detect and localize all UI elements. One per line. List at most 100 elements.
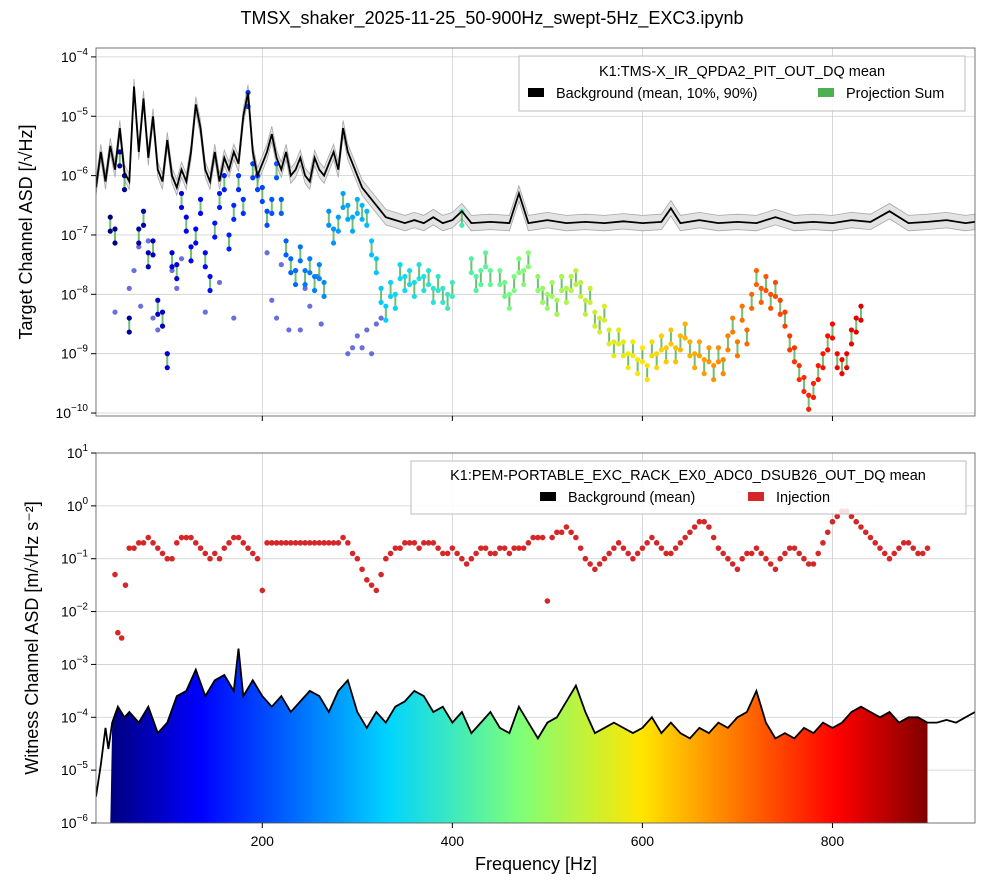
projection-point xyxy=(473,273,479,280)
projection-point xyxy=(620,339,627,345)
projection-point xyxy=(858,303,864,309)
projection-point xyxy=(235,173,242,179)
projection-point xyxy=(302,267,308,274)
injection-point xyxy=(701,518,707,525)
injection-point xyxy=(563,524,570,530)
projection-point xyxy=(711,362,717,369)
projection-point xyxy=(521,281,527,288)
projection-point xyxy=(364,222,370,228)
projection-point xyxy=(806,406,812,412)
projection-point xyxy=(269,196,275,202)
projection-point xyxy=(235,187,242,193)
injection-point xyxy=(264,540,270,546)
injection-point xyxy=(511,545,517,551)
projection-point xyxy=(787,347,793,353)
injection-point xyxy=(359,566,365,573)
injection-point xyxy=(373,587,380,594)
injection-point xyxy=(468,555,475,562)
projection-point xyxy=(349,228,356,234)
projection-point xyxy=(744,341,750,347)
projection-point xyxy=(749,291,755,297)
figure-title: TMSX_shaker_2025-11-25_50-900Hz_swept-5H… xyxy=(241,8,744,29)
projection-point xyxy=(117,163,123,169)
y-tick-label: 10−9 xyxy=(61,344,88,362)
projection-point xyxy=(696,353,703,359)
projection-point xyxy=(126,315,132,321)
projection-point xyxy=(725,347,731,353)
scatter-point xyxy=(169,267,175,274)
projection-point xyxy=(848,341,855,347)
projection-point xyxy=(525,250,531,256)
injection-point xyxy=(554,529,560,536)
projection-point xyxy=(136,226,142,232)
projection-point xyxy=(829,335,836,341)
projection-point xyxy=(311,273,318,280)
projection-point xyxy=(692,351,698,357)
injection-point xyxy=(691,524,698,530)
scatter-point xyxy=(345,351,351,357)
projection-point xyxy=(145,250,151,256)
projection-point xyxy=(278,196,284,202)
scatter-point xyxy=(264,250,270,256)
projection-point xyxy=(240,196,246,202)
projection-point xyxy=(449,293,455,300)
projection-point xyxy=(316,262,322,268)
bottom-legend-label-injection: Injection xyxy=(776,490,830,506)
projection-point xyxy=(668,341,674,347)
projection-point xyxy=(625,351,631,357)
projection-point xyxy=(297,258,303,264)
injection-point xyxy=(820,540,826,546)
injection-point xyxy=(810,561,817,567)
projection-point xyxy=(796,362,802,369)
bottom-legend-title: K1:PEM-PORTABLE_EXC_RACK_EX0_ADC0_DSUB26… xyxy=(450,468,926,484)
projection-point xyxy=(288,256,294,262)
projection-point xyxy=(202,250,208,256)
injection-point xyxy=(354,555,361,562)
injection-point xyxy=(924,545,931,551)
injection-point xyxy=(421,540,427,546)
top-scatter-points xyxy=(112,238,384,357)
projection-point xyxy=(796,376,802,383)
injection-point xyxy=(159,550,166,557)
injection-point xyxy=(135,540,142,546)
injection-point xyxy=(397,545,403,551)
projection-point xyxy=(858,317,864,323)
injection-point xyxy=(772,566,779,573)
projection-point xyxy=(250,175,256,181)
projection-point xyxy=(288,270,294,276)
injection-point xyxy=(535,534,541,541)
projection-point xyxy=(112,226,118,232)
projection-point xyxy=(292,281,299,288)
projection-point xyxy=(701,357,707,363)
scatter-point xyxy=(354,333,360,339)
injection-point xyxy=(744,550,750,557)
projection-point xyxy=(359,216,365,222)
injection-point xyxy=(696,518,703,525)
projection-point xyxy=(174,276,180,282)
projection-point xyxy=(416,262,422,268)
injection-point xyxy=(872,540,879,546)
scatter-point xyxy=(278,262,284,268)
projection-point xyxy=(739,303,745,309)
projection-point xyxy=(696,339,703,345)
injection-point xyxy=(867,534,874,541)
projection-point xyxy=(387,279,394,286)
projection-point xyxy=(673,345,679,351)
projection-point xyxy=(107,228,113,234)
projection-point xyxy=(549,293,555,300)
injection-point xyxy=(297,540,304,546)
projection-point xyxy=(264,208,270,214)
top-legend-label-projection: Projection Sum xyxy=(846,86,944,102)
scatter-point xyxy=(174,285,180,291)
projection-point xyxy=(673,359,679,365)
projection-point xyxy=(150,252,156,258)
projection-point xyxy=(169,264,175,270)
scatter-point xyxy=(349,345,356,351)
projection-point xyxy=(554,297,560,303)
projection-point xyxy=(345,216,351,222)
x-tick-label: 200 xyxy=(251,833,275,849)
projection-point xyxy=(606,341,612,347)
projection-point xyxy=(544,305,550,311)
injection-point xyxy=(653,540,660,546)
